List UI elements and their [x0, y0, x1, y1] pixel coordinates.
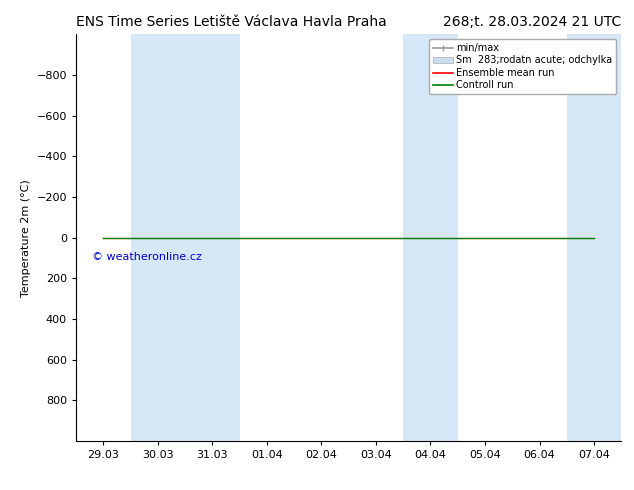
- Y-axis label: Temperature 2m (°C): Temperature 2m (°C): [21, 179, 31, 296]
- Bar: [403, 34, 458, 441]
- Text: © weatheronline.cz: © weatheronline.cz: [93, 252, 202, 262]
- Legend: min/max, Sm  283;rodatn acute; odchylka, Ensemble mean run, Controll run: min/max, Sm 283;rodatn acute; odchylka, …: [429, 39, 616, 94]
- Bar: [567, 34, 621, 441]
- Text: ENS Time Series Letiště Václava Havla Praha: ENS Time Series Letiště Václava Havla Pr…: [76, 15, 387, 29]
- Text: 268;t. 28.03.2024 21 UTC: 268;t. 28.03.2024 21 UTC: [443, 15, 621, 29]
- Bar: [131, 34, 240, 441]
